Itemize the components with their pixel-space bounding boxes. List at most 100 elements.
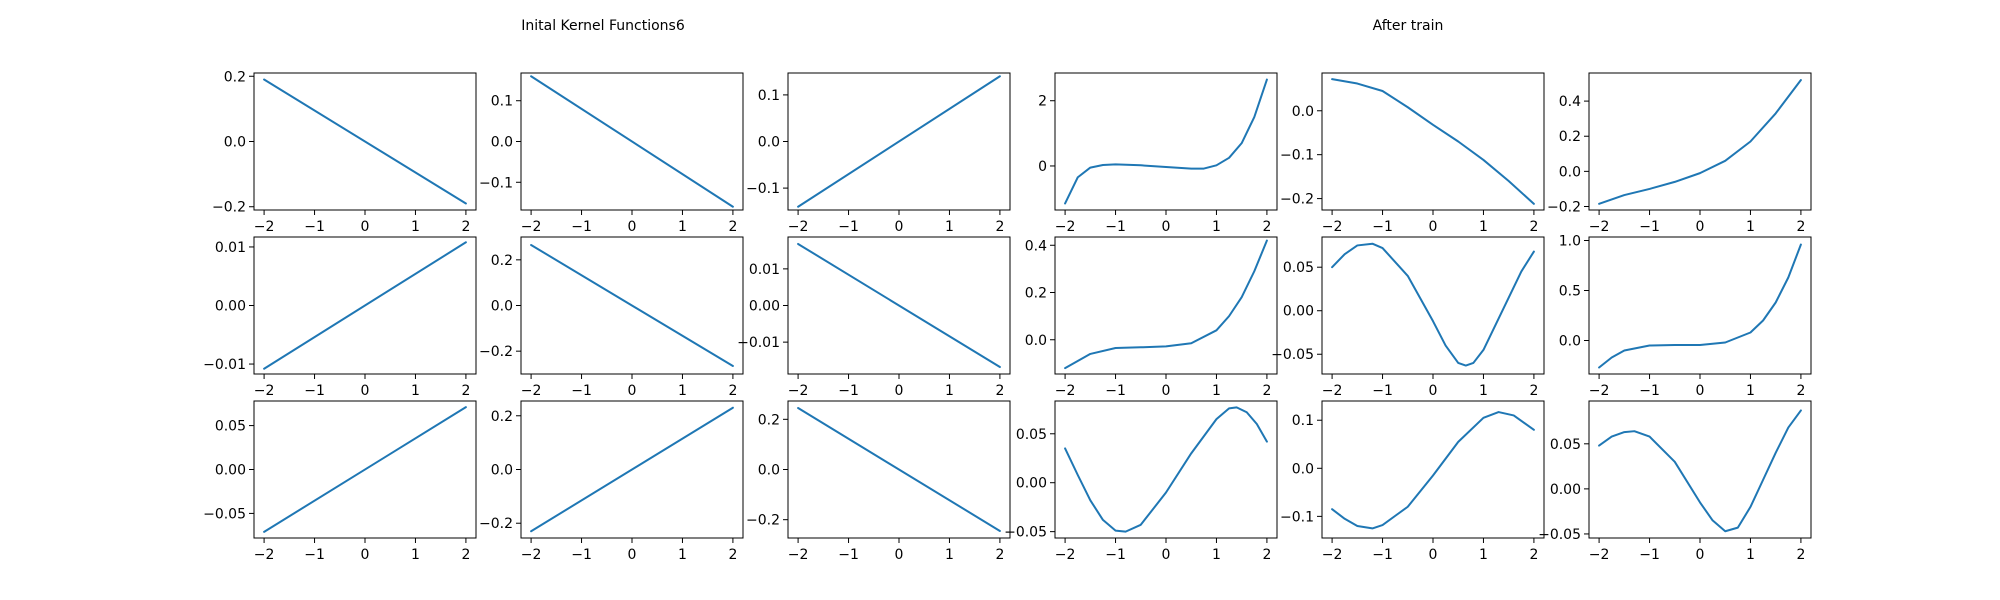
y-tick-label: 0.00: [215, 463, 246, 479]
x-tick-label: −1: [1372, 383, 1393, 399]
y-tick-label: 0.1: [491, 94, 513, 110]
x-tick-label: −2: [1589, 219, 1610, 235]
y-tick-label: 0.00: [1016, 476, 1047, 492]
y-tick-label: 0.5: [1559, 284, 1581, 300]
x-tick-label: 0: [895, 547, 904, 563]
series-line-1: [1598, 243, 1802, 369]
x-tick-label: 2: [728, 219, 737, 235]
x-tick-label: 1: [411, 219, 420, 235]
series-line-1: [797, 242, 1001, 369]
y-tick-label: −0.1: [746, 181, 780, 197]
x-tick-label: 0: [628, 547, 637, 563]
y-tick-label: 0.0: [491, 463, 513, 479]
y-tick-label: −0.05: [203, 506, 246, 522]
x-tick-label: 0: [361, 547, 370, 563]
x-tick-label: 2: [1529, 383, 1538, 399]
x-tick-label: 0: [1429, 219, 1438, 235]
x-tick-label: −2: [521, 547, 542, 563]
y-tick-label: 0.00: [1283, 304, 1314, 320]
x-tick-label: 0: [895, 383, 904, 399]
right-figure-title: After train: [1373, 18, 1444, 34]
x-tick-label: −2: [1322, 547, 1343, 563]
y-tick-label: 0.01: [749, 262, 780, 278]
subplot-10: −2 −1 0 1 2 0.0 0.2 0.4: [1025, 236, 1278, 399]
series-line-1: [530, 406, 734, 533]
y-tick-label: 0.2: [1559, 129, 1581, 145]
y-tick-label: 0.0: [1559, 164, 1581, 180]
x-tick-label: −2: [1055, 219, 1076, 235]
y-tick-label: 0.0: [758, 463, 780, 479]
x-tick-label: −1: [838, 219, 859, 235]
x-tick-label: −2: [1322, 383, 1343, 399]
x-tick-label: 2: [995, 219, 1004, 235]
x-tick-label: 2: [1529, 219, 1538, 235]
subplot-5: −2 −1 0 1 2 −0.2 −0.1 0.0: [1280, 72, 1545, 235]
x-tick-label: 2: [995, 547, 1004, 563]
x-tick-label: 1: [678, 383, 687, 399]
x-tick-label: 2: [1262, 383, 1271, 399]
x-tick-label: 1: [1746, 383, 1755, 399]
subplot-17: −2 −1 0 1 2 −0.1 0.0 0.1: [1280, 400, 1545, 563]
y-tick-label: 0.0: [491, 135, 513, 151]
y-tick-label: 0.0: [1292, 104, 1314, 120]
y-tick-label: 0.0: [224, 135, 246, 151]
series-line-1: [1331, 411, 1535, 530]
x-tick-label: −2: [1589, 383, 1610, 399]
y-tick-label: 0.05: [1283, 260, 1314, 276]
y-tick-label: −0.2: [479, 516, 513, 532]
x-tick-label: −1: [571, 383, 592, 399]
left-figure-title: Inital Kernel Functions6: [521, 18, 685, 34]
x-tick-label: 2: [1796, 383, 1805, 399]
x-tick-label: 0: [895, 219, 904, 235]
x-tick-label: −1: [1639, 383, 1660, 399]
y-tick-label: 0.0: [1292, 461, 1314, 477]
y-tick-label: 0.05: [215, 419, 246, 435]
series-line-1: [1331, 242, 1535, 367]
subplot-7: −2 −1 0 1 2 −0.01 0.00 0.01: [203, 236, 477, 399]
series-line-1: [797, 407, 1001, 532]
subplot-1: −2 −1 0 1 2 −0.2 0.0 0.2: [212, 69, 477, 235]
y-tick-label: −0.2: [1280, 192, 1314, 208]
x-tick-label: −1: [571, 547, 592, 563]
y-tick-label: −0.05: [1538, 527, 1581, 543]
series-line-1: [530, 75, 734, 208]
x-tick-label: −1: [304, 383, 325, 399]
subplot-13: −2 −1 0 1 2 −0.05 0.00 0.05: [203, 400, 477, 563]
y-tick-label: 0.1: [1292, 413, 1314, 429]
y-tick-label: −0.1: [1280, 509, 1314, 525]
y-tick-label: 2: [1038, 94, 1047, 110]
x-tick-label: 2: [1262, 547, 1271, 563]
series-line-1: [263, 78, 467, 205]
y-tick-label: −0.01: [737, 335, 780, 351]
subplot-3: −2 −1 0 1 2 −0.1 0.0 0.1: [746, 72, 1011, 235]
x-tick-label: −1: [304, 219, 325, 235]
x-tick-label: 2: [728, 383, 737, 399]
y-tick-label: −0.1: [1280, 148, 1314, 164]
y-tick-label: −0.05: [1004, 525, 1047, 541]
x-tick-label: −1: [1639, 547, 1660, 563]
x-tick-label: 0: [1162, 383, 1171, 399]
x-tick-label: −1: [1639, 219, 1660, 235]
series-line-1: [797, 75, 1001, 208]
subplot-8: −2 −1 0 1 2 −0.2 0.0 0.2: [479, 236, 744, 399]
x-tick-label: 0: [1429, 547, 1438, 563]
y-tick-label: 0.2: [758, 412, 780, 428]
y-tick-label: −0.2: [746, 513, 780, 529]
y-tick-label: 0.4: [1559, 94, 1581, 110]
x-tick-label: −1: [1372, 219, 1393, 235]
x-tick-label: −2: [521, 383, 542, 399]
y-tick-label: 0: [1038, 159, 1047, 175]
series-line-1: [1331, 78, 1535, 205]
y-tick-label: −0.01: [203, 357, 246, 373]
subplot-grid: −2 −1 0 1 2 −0.2 0.0 0.2 −2 −1 0 1 2 −0.1 0.0 0.1 −2 −1 0 1…: [203, 69, 1812, 563]
x-tick-label: 0: [1696, 219, 1705, 235]
y-tick-label: 0.00: [215, 299, 246, 315]
series-line-1: [1064, 406, 1268, 533]
subplot-2: −2 −1 0 1 2 −0.1 0.0 0.1: [479, 72, 744, 235]
x-tick-label: 1: [945, 383, 954, 399]
series-line-1: [1064, 239, 1268, 370]
x-tick-label: 1: [1746, 219, 1755, 235]
subplot-18: −2 −1 0 1 2 −0.05 0.00 0.05: [1538, 400, 1812, 563]
